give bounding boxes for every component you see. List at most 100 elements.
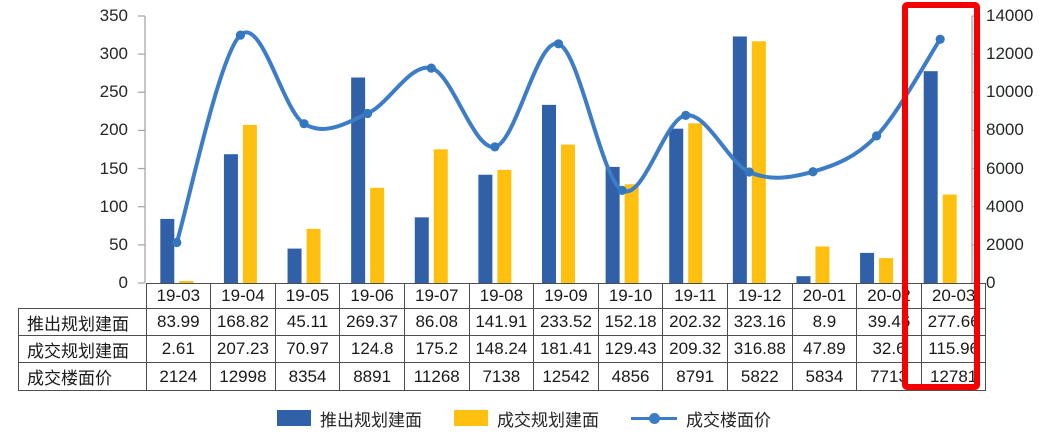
bar-推出规划建面-19-07 xyxy=(414,217,429,283)
table-header-cell: 20-01 xyxy=(791,283,858,309)
table-cell: 32.6 xyxy=(856,335,922,363)
table-cell: 115.96 xyxy=(920,335,987,363)
bar-成交规划建面-19-12 xyxy=(751,41,766,284)
table-cell: 141.91 xyxy=(468,308,535,336)
bar-推出规划建面-20-03 xyxy=(923,71,938,283)
table-corner-blank xyxy=(19,284,147,309)
table-header-cell: 20-03 xyxy=(920,283,987,309)
bar-成交规划建面-19-09 xyxy=(561,144,575,283)
bar-成交规划建面-19-10 xyxy=(624,184,639,283)
bar-推出规划建面-19-11 xyxy=(669,128,684,283)
bar-推出规划建面-19-05 xyxy=(287,248,302,283)
table-header-cell: 19-10 xyxy=(597,283,664,309)
line-marker-19-12 xyxy=(744,167,754,177)
left-axis-tick-label: 350 xyxy=(99,6,128,25)
table-header-cell: 19-03 xyxy=(145,283,212,309)
bar-推出规划建面-19-10 xyxy=(605,166,620,283)
table-cell: 5822 xyxy=(726,362,793,391)
chart-legend: 推出规划建面 成交规划建面 成交楼面价 xyxy=(0,403,1048,433)
line-dot-swatch-icon xyxy=(631,410,677,426)
table-header-cell: 19-07 xyxy=(403,283,470,309)
table-cell: 5834 xyxy=(791,362,858,391)
table-cell: 12998 xyxy=(210,362,276,391)
table-cell: 8891 xyxy=(339,362,405,391)
right-axis-tick-label: 12000 xyxy=(986,44,1034,64)
left-axis-tick-label: 200 xyxy=(99,120,128,140)
blue-bar-swatch-icon xyxy=(277,410,311,426)
left-axis-tick-label: 150 xyxy=(99,158,128,178)
bar-成交规划建面-19-05 xyxy=(306,228,321,283)
table-cell: 152.18 xyxy=(597,308,664,336)
table-cell: 8354 xyxy=(274,362,341,391)
table-header-cell: 20-02 xyxy=(856,283,922,309)
line-marker-20-02 xyxy=(871,131,882,141)
line-marker-19-10 xyxy=(617,185,627,195)
table-header-cell: 19-11 xyxy=(662,283,728,309)
right-axis-tick-label: 10000 xyxy=(986,82,1034,102)
left-axis-tick-label: 50 xyxy=(109,234,128,254)
table-cell: 316.88 xyxy=(726,335,793,363)
table-header-cell: 19-12 xyxy=(726,283,793,309)
data-table: 19-03 19-04 19-05 19-06 19-07 19-08 19-09 19-10… xyxy=(18,283,987,391)
table-row-label: 成交楼面价 xyxy=(18,362,147,391)
table-cell: 277.66 xyxy=(920,308,987,336)
right-axis-tick-label: 6000 xyxy=(986,158,1024,178)
table-cell: 124.8 xyxy=(339,335,405,363)
table-cell: 207.23 xyxy=(210,335,276,363)
line-marker-19-06 xyxy=(363,108,373,119)
table-cell: 8.9 xyxy=(791,308,858,336)
legend-item-chengjiao-jianmian: 成交规划建面 xyxy=(454,406,599,431)
right-axis-tick-label: 14000 xyxy=(986,6,1034,25)
table-row-label: 成交规划建面 xyxy=(18,335,147,363)
table-cell: 47.89 xyxy=(791,335,858,363)
line-marker-19-05 xyxy=(299,119,309,129)
bar-成交规划建面-20-03 xyxy=(942,194,957,283)
table-cell: 148.24 xyxy=(468,335,535,363)
table-header-cell: 19-05 xyxy=(274,283,341,309)
legend-label: 成交楼面价 xyxy=(686,410,771,430)
table-cell: 7138 xyxy=(468,362,535,391)
line-成交楼面价 xyxy=(174,30,943,245)
bar-成交规划建面-19-11 xyxy=(688,123,703,283)
line-marker-19-09 xyxy=(553,39,564,49)
bar-推出规划建面-19-03 xyxy=(160,218,175,283)
left-axis-tick-label: 250 xyxy=(99,82,128,102)
bar-成交规划建面-19-06 xyxy=(370,187,385,283)
bar-成交规划建面-19-03 xyxy=(179,281,194,283)
legend-label: 成交规划建面 xyxy=(497,410,599,430)
table-cell: 181.41 xyxy=(533,335,599,363)
line-marker-19-07 xyxy=(426,63,436,73)
table-cell: 2124 xyxy=(145,362,212,391)
left-axis-tick-label: 100 xyxy=(99,196,128,216)
right-axis-tick-label: 2000 xyxy=(986,234,1024,254)
bar-成交规划建面-20-01 xyxy=(815,246,830,283)
table-cell: 209.32 xyxy=(662,335,728,363)
table-cell: 4856 xyxy=(597,362,664,391)
left-axis-tick-label: 300 xyxy=(99,44,128,64)
table-cell: 7713 xyxy=(856,362,922,391)
right-axis-tick-label: 4000 xyxy=(986,196,1024,216)
table-cell: 39.46 xyxy=(856,308,922,336)
bar-成交规划建面-20-02 xyxy=(879,258,894,283)
left-axis-tick-label: 0 xyxy=(118,273,128,292)
table-cell: 269.37 xyxy=(339,308,405,336)
bar-推出规划建面-19-09 xyxy=(542,104,556,283)
yellow-bar-swatch-icon xyxy=(454,410,488,426)
bar-成交规划建面-19-04 xyxy=(242,124,257,283)
line-marker-19-11 xyxy=(681,110,691,120)
bar-推出规划建面-19-12 xyxy=(732,36,747,284)
table-cell: 70.97 xyxy=(274,335,341,363)
table-cell: 11268 xyxy=(403,362,470,391)
table-cell: 129.43 xyxy=(597,335,664,363)
line-marker-20-01 xyxy=(808,167,818,177)
bar-推出规划建面-19-04 xyxy=(223,154,238,283)
table-cell: 202.32 xyxy=(662,308,728,336)
table-cell: 12542 xyxy=(533,362,599,391)
bar-推出规划建面-20-01 xyxy=(796,276,811,283)
legend-item-tuichu: 推出规划建面 xyxy=(277,406,422,431)
table-cell: 83.99 xyxy=(145,308,212,336)
table-cell: 45.11 xyxy=(274,308,341,336)
table-header-cell: 19-08 xyxy=(468,283,535,309)
